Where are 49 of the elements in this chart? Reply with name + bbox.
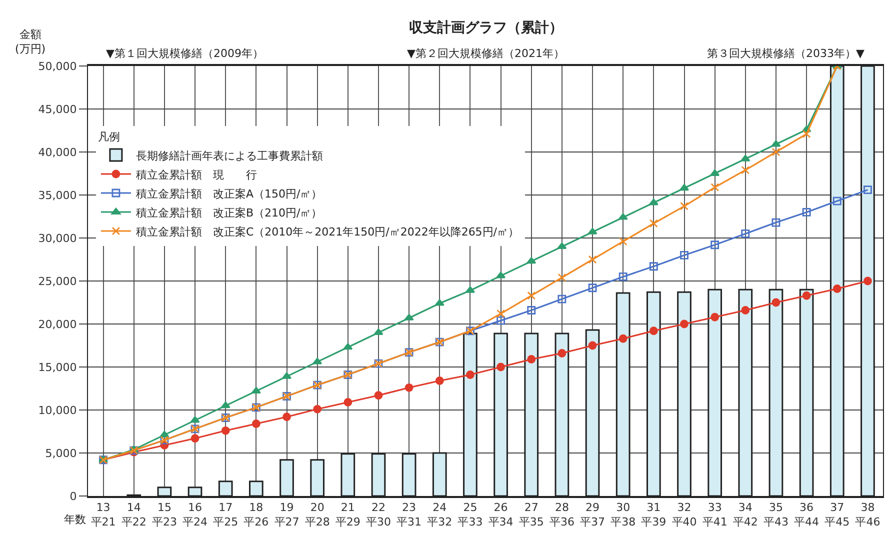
y-axis-title: 金額 (万円)	[15, 28, 46, 56]
x-tick-label: 32 平40	[672, 501, 697, 528]
x-tick-label: 26 平34	[488, 501, 514, 528]
x-tick-label: 27 平35	[518, 501, 544, 528]
y-tick-label: 0	[70, 490, 77, 503]
x-tick-label: 34 平42	[732, 501, 758, 528]
legend-label: 積立金累計額 改正案A（150円/㎡）	[136, 187, 322, 200]
x-tick-label: 18 平26	[244, 501, 269, 528]
y-tick-label: 30,000	[38, 232, 77, 245]
x-tick-label: 19 平27	[274, 501, 300, 528]
y-tick-label: 45,000	[38, 102, 77, 116]
y-tick-label: 10,000	[38, 404, 77, 417]
y-tick-label: 15,000	[38, 360, 77, 374]
x-tick-label: 31 平39	[641, 501, 666, 528]
legend-label: 長期修繕計画年表による工事費累計額	[136, 149, 323, 162]
x-tick-label: 24 平32	[427, 501, 452, 528]
y-tick-label: 35,000	[38, 188, 77, 202]
x-tick-label: 36 平44	[794, 501, 820, 528]
legend-label: 積立金累計額 現 行	[136, 168, 257, 182]
x-tick-label: 25 平33	[458, 501, 483, 528]
legend-title: 凡例	[98, 130, 120, 144]
x-tick-label: 17 平25	[213, 501, 238, 528]
x-tick-label: 37 平45	[824, 501, 850, 528]
x-tick-label: 29 平37	[580, 501, 606, 528]
x-tick-label: 30 平38	[610, 501, 636, 528]
y-tick-label: 25,000	[38, 274, 77, 288]
x-tick-label: 23 平31	[396, 501, 422, 528]
x-tick-label: 13 平21	[90, 501, 116, 528]
y-tick-label: 20,000	[38, 318, 77, 331]
text: ▼第１回大規模修繕（2009年）	[106, 47, 264, 60]
x-tick-label: 20 平28	[304, 501, 330, 528]
x-tick-label: 22 平30	[366, 501, 391, 528]
x-tick-label: 15 平23	[152, 501, 177, 528]
x-tick-label: 38 平46	[855, 501, 880, 528]
legend-label: 積立金累計額 改正案C（2010年～2021年150円/㎡2022年以降265円/㎡）	[136, 225, 520, 238]
x-tick-label: 14 平22	[121, 501, 146, 528]
x-tick-label: 16 平24	[182, 501, 208, 528]
text: 第３回大規模修繕（2033年）▼	[707, 47, 865, 60]
x-tick-label: 21 平29	[335, 501, 360, 528]
x-tick-label: 33 平41	[702, 501, 728, 528]
y-tick-label: 50,000	[38, 60, 77, 73]
x-tick-label: 28 平36	[549, 501, 574, 528]
x-axis-title: 年数	[64, 513, 86, 526]
y-tick-label: 5,000	[45, 446, 77, 460]
chart-title: 収支計画グラフ（累計）	[409, 20, 563, 36]
legend-label: 積立金累計額 改正案B（210円/㎡）	[136, 206, 322, 220]
y-tick-label: 40,000	[38, 146, 77, 159]
text: ▼第２回大規模修繕（2021年）	[407, 47, 564, 60]
x-tick-label: 35 平43	[763, 501, 788, 528]
